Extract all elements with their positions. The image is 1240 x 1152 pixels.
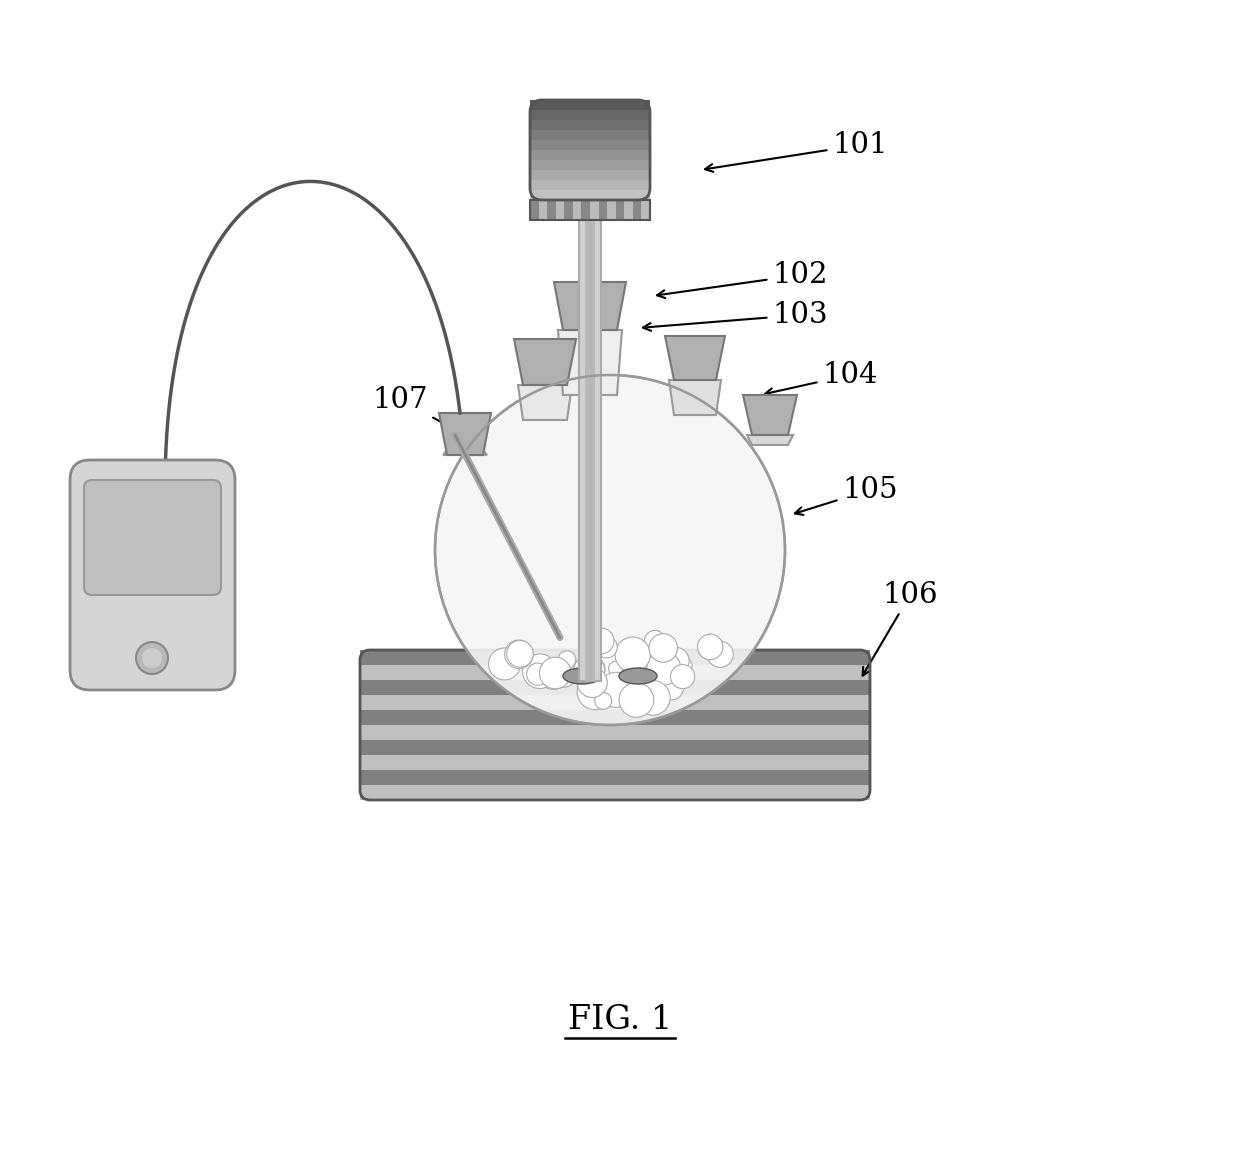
Circle shape bbox=[143, 647, 162, 668]
Circle shape bbox=[662, 647, 689, 674]
Bar bbox=[616, 200, 624, 220]
Bar bbox=[556, 200, 564, 220]
Bar bbox=[529, 200, 650, 220]
Polygon shape bbox=[670, 380, 720, 415]
Circle shape bbox=[599, 673, 634, 707]
FancyBboxPatch shape bbox=[84, 480, 221, 594]
Circle shape bbox=[595, 692, 611, 710]
Polygon shape bbox=[558, 329, 622, 395]
Bar bbox=[360, 680, 870, 695]
Bar bbox=[547, 200, 556, 220]
Circle shape bbox=[647, 651, 681, 685]
Circle shape bbox=[558, 651, 575, 668]
Bar bbox=[529, 100, 650, 109]
Bar bbox=[641, 200, 650, 220]
Bar bbox=[360, 755, 870, 770]
Polygon shape bbox=[554, 282, 626, 329]
Bar bbox=[360, 770, 870, 785]
Bar bbox=[538, 200, 547, 220]
Circle shape bbox=[609, 661, 622, 675]
Polygon shape bbox=[743, 395, 797, 435]
Bar bbox=[564, 200, 573, 220]
Ellipse shape bbox=[619, 668, 657, 684]
Bar bbox=[360, 695, 870, 710]
Bar bbox=[360, 710, 870, 725]
Circle shape bbox=[588, 628, 614, 654]
Text: 103: 103 bbox=[644, 301, 828, 331]
Circle shape bbox=[527, 664, 549, 685]
Circle shape bbox=[645, 630, 665, 651]
Circle shape bbox=[539, 658, 572, 689]
Circle shape bbox=[611, 667, 627, 683]
Circle shape bbox=[577, 655, 605, 683]
Circle shape bbox=[574, 655, 605, 687]
Circle shape bbox=[548, 657, 578, 688]
Bar bbox=[360, 665, 870, 680]
Bar bbox=[529, 190, 650, 200]
Polygon shape bbox=[439, 414, 491, 455]
Text: 108: 108 bbox=[177, 521, 234, 553]
Polygon shape bbox=[515, 339, 577, 385]
Text: 102: 102 bbox=[657, 262, 828, 298]
Circle shape bbox=[577, 674, 613, 710]
Bar bbox=[529, 130, 650, 141]
Text: 107: 107 bbox=[372, 386, 486, 446]
Circle shape bbox=[136, 642, 167, 674]
Circle shape bbox=[649, 634, 677, 662]
Bar bbox=[360, 725, 870, 740]
Ellipse shape bbox=[563, 668, 601, 684]
Polygon shape bbox=[518, 385, 572, 420]
Bar bbox=[360, 650, 870, 665]
Bar bbox=[360, 740, 870, 755]
Circle shape bbox=[544, 660, 565, 682]
Text: 106: 106 bbox=[863, 581, 937, 675]
Circle shape bbox=[588, 649, 621, 681]
Circle shape bbox=[507, 641, 533, 667]
Bar bbox=[599, 200, 608, 220]
Bar bbox=[529, 150, 650, 160]
Polygon shape bbox=[746, 435, 794, 445]
Polygon shape bbox=[443, 450, 487, 455]
Bar bbox=[529, 109, 650, 120]
Text: 101: 101 bbox=[706, 131, 888, 172]
Bar bbox=[590, 200, 599, 220]
Circle shape bbox=[539, 660, 568, 689]
Circle shape bbox=[615, 637, 650, 673]
Bar bbox=[608, 200, 616, 220]
Bar bbox=[624, 200, 632, 220]
FancyBboxPatch shape bbox=[69, 460, 236, 690]
Bar bbox=[573, 200, 582, 220]
Circle shape bbox=[619, 682, 653, 718]
Circle shape bbox=[636, 653, 661, 677]
Text: FIG. 1: FIG. 1 bbox=[568, 1005, 672, 1036]
Bar bbox=[632, 200, 641, 220]
Bar bbox=[529, 180, 650, 190]
Circle shape bbox=[636, 681, 670, 715]
Bar bbox=[529, 160, 650, 170]
Bar bbox=[585, 220, 595, 681]
Bar bbox=[529, 141, 650, 150]
Circle shape bbox=[707, 642, 733, 667]
Text: 104: 104 bbox=[765, 361, 878, 396]
Bar bbox=[529, 170, 650, 180]
Polygon shape bbox=[665, 336, 725, 380]
Circle shape bbox=[677, 658, 692, 674]
Circle shape bbox=[697, 634, 723, 660]
Circle shape bbox=[522, 654, 557, 689]
Bar bbox=[360, 785, 870, 799]
Circle shape bbox=[435, 376, 785, 725]
Bar bbox=[529, 200, 538, 220]
Bar bbox=[579, 220, 601, 681]
Circle shape bbox=[505, 641, 533, 668]
Bar bbox=[582, 200, 590, 220]
Circle shape bbox=[671, 665, 694, 689]
Text: 105: 105 bbox=[795, 476, 898, 515]
Bar bbox=[529, 120, 650, 130]
Circle shape bbox=[489, 649, 521, 680]
Circle shape bbox=[660, 675, 683, 700]
Circle shape bbox=[595, 636, 618, 658]
Circle shape bbox=[578, 667, 608, 697]
